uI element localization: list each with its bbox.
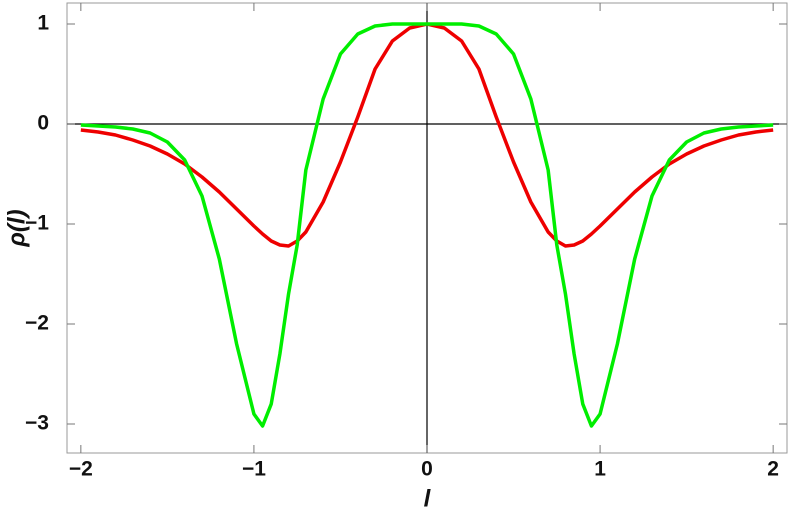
- x-tick-label: 0: [421, 458, 433, 481]
- y-tick-label: 1: [37, 12, 49, 35]
- y-axis-title: ρ(l): [3, 209, 30, 247]
- y-tick-label: 0: [37, 112, 49, 135]
- y-tick-label: −2: [25, 312, 49, 335]
- x-tick-label: −1: [242, 458, 266, 481]
- data-line: [80, 22, 774, 428]
- y-tick-label: −1: [25, 212, 49, 235]
- x-tick-label: 1: [594, 458, 606, 481]
- x-tick-label: −2: [69, 458, 93, 481]
- x-axis-title: l: [424, 485, 432, 512]
- y-tick-label: −3: [25, 412, 49, 435]
- x-tick-label: 2: [767, 458, 779, 481]
